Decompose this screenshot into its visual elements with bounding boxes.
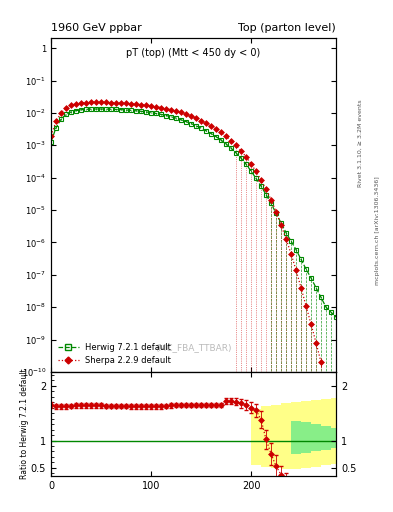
Text: (MC_FBA_TTBAR): (MC_FBA_TTBAR) xyxy=(155,343,232,352)
Text: Rivet 3.1.10, ≥ 3.2M events: Rivet 3.1.10, ≥ 3.2M events xyxy=(358,99,363,187)
Text: Top (parton level): Top (parton level) xyxy=(238,23,336,33)
Text: pT (top) (Mtt < 450 dy < 0): pT (top) (Mtt < 450 dy < 0) xyxy=(127,49,261,58)
Legend: Herwig 7.2.1 default, Sherpa 2.2.9 default: Herwig 7.2.1 default, Sherpa 2.2.9 defau… xyxy=(55,340,174,368)
Text: 1960 GeV ppbar: 1960 GeV ppbar xyxy=(51,23,142,33)
Y-axis label: Ratio to Herwig 7.2.1 default: Ratio to Herwig 7.2.1 default xyxy=(20,369,29,479)
Text: mcplots.cern.ch [arXiv:1306.3436]: mcplots.cern.ch [arXiv:1306.3436] xyxy=(375,176,380,285)
